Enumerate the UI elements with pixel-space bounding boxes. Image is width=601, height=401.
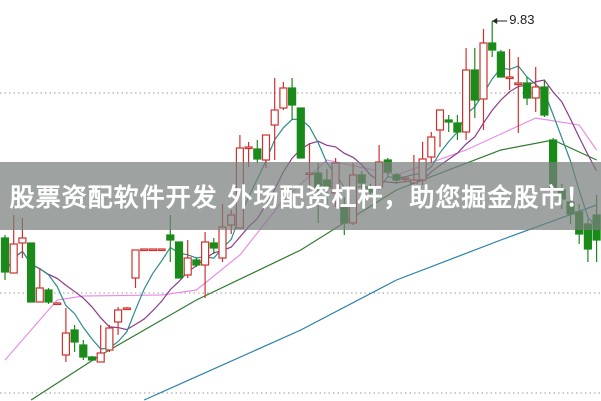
banner-text: 股票资配软件开发 外场配资杠杆，助您掘金股市！ [9, 183, 592, 212]
candle-down [87, 356, 97, 361]
candle-up [479, 42, 488, 100]
candle-up [131, 249, 140, 279]
candle-up [18, 237, 27, 244]
candle-down [253, 148, 262, 160]
candle-down [453, 122, 462, 133]
candle-down [540, 86, 549, 116]
candle-down [288, 87, 297, 106]
candle-down [444, 119, 453, 123]
candle-up [96, 352, 105, 363]
candle-down [44, 289, 53, 303]
candle-up [261, 134, 271, 161]
candle-up [218, 226, 227, 259]
candle-up [531, 86, 540, 99]
candle-down [70, 329, 79, 343]
candle-down [27, 242, 36, 303]
high-marker-arrow-icon [492, 18, 498, 24]
candle-down [192, 259, 201, 266]
candle-up [244, 146, 253, 150]
overlay-banner: 股票资配软件开发 外场配资杠杆，助您掘金股市！ [0, 162, 601, 230]
ma-long2-line [143, 204, 597, 401]
candle-down [174, 241, 184, 279]
candle-up [61, 332, 71, 356]
candle-up [35, 287, 44, 303]
high-price-label: 9.83 [509, 12, 535, 27]
candle-up [427, 136, 436, 158]
candle-down [79, 344, 88, 358]
candle-up [113, 309, 123, 323]
candle-down [166, 234, 175, 241]
candle-down [488, 42, 497, 51]
candle-up [201, 241, 210, 266]
candle-up [462, 69, 471, 133]
candle-up [140, 248, 149, 252]
candle-up [514, 82, 523, 86]
candle-down [0, 237, 10, 273]
candle-down [470, 69, 479, 101]
candle-up [53, 302, 62, 306]
candle-up [105, 327, 114, 351]
candle-down [209, 242, 218, 249]
candle-up [157, 248, 166, 252]
candle-down [296, 107, 305, 159]
candle-up [183, 257, 192, 276]
candle-up [9, 243, 18, 274]
candle-up [435, 109, 445, 131]
candle-down [522, 82, 532, 99]
candle-down [496, 51, 505, 78]
candle-up [148, 248, 157, 252]
candle-up [122, 307, 131, 311]
candle-up [279, 87, 288, 109]
candle-up [270, 109, 279, 126]
candle-up [505, 76, 514, 80]
